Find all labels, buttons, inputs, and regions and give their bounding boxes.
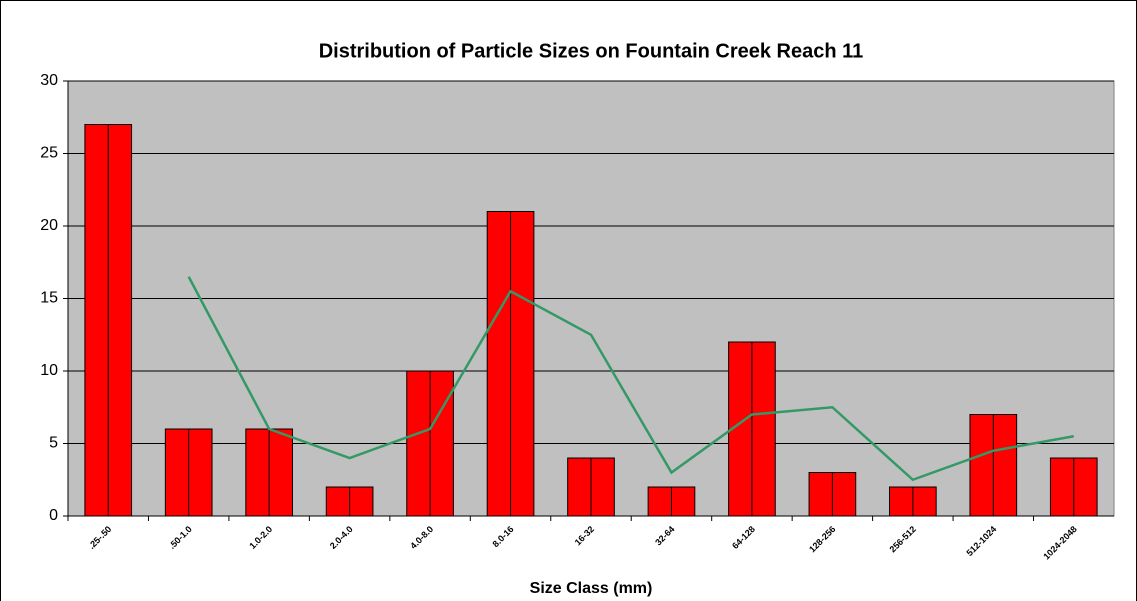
x-axis-title: Size Class (mm) — [530, 580, 653, 597]
y-tick-label: 10 — [40, 362, 58, 379]
y-tick-label: 0 — [49, 507, 58, 524]
y-tick-label: 5 — [49, 435, 58, 452]
chart-title: Distribution of Particle Sizes on Founta… — [319, 40, 864, 62]
y-tick-label: 30 — [40, 72, 58, 89]
trend-line — [187, 276, 1074, 482]
y-tick-label: 15 — [40, 290, 58, 307]
y-tick-label: 25 — [40, 145, 58, 162]
y-tick-label: 20 — [40, 217, 58, 234]
